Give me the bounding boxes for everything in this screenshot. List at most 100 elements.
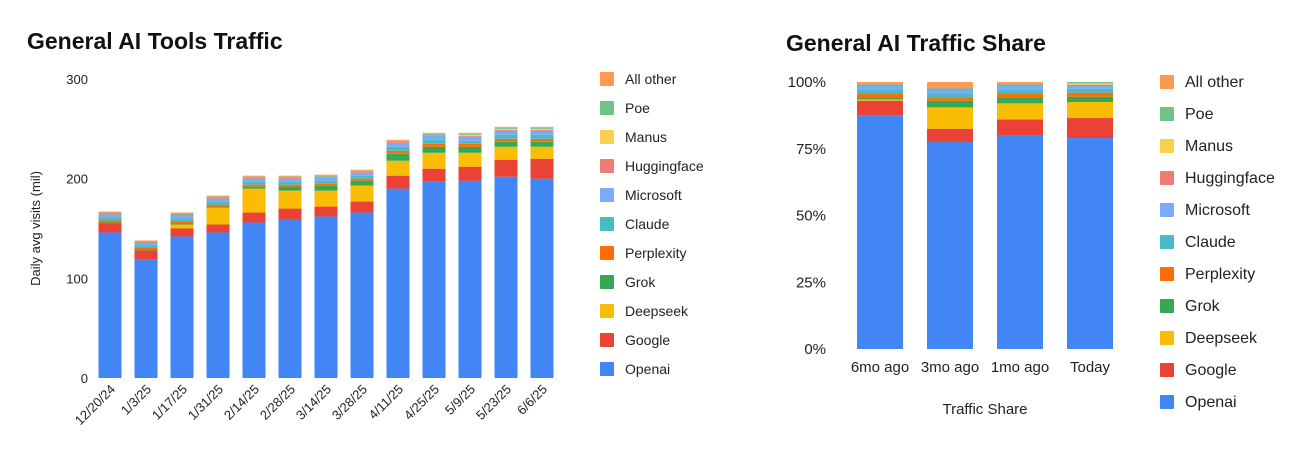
bar-segment-manus (1067, 83, 1113, 85)
bar-segment-microsoft (242, 178, 266, 182)
bar-segment-all-other (242, 175, 266, 177)
bar-segment-all-other (530, 126, 554, 128)
bar-segment-google (170, 228, 194, 237)
bar-segment-microsoft (206, 198, 230, 202)
bar-segment-google (927, 128, 973, 143)
bar-segment-openai (242, 222, 266, 378)
bar-segment-claude (1067, 88, 1113, 93)
bar-segment-poe (170, 213, 194, 215)
bar-segment-deepseek (242, 188, 266, 213)
bar-segment-google (857, 100, 903, 116)
legend-swatch-all-other (1160, 75, 1174, 89)
legend-swatch-deepseek (600, 304, 614, 318)
bar-segment-all-other (206, 195, 230, 197)
y-tick-label: 50% (796, 208, 826, 225)
legend-swatch-huggingface (1160, 171, 1174, 185)
bar-segment-claude (278, 181, 302, 185)
bar-segment-grok (350, 180, 374, 186)
bar-segment-google (278, 208, 302, 220)
bar-segment-microsoft (1067, 86, 1113, 89)
bar-segment-perplexity (170, 221, 194, 224)
bar-segment-microsoft (350, 172, 374, 176)
bar-segment-poe (927, 87, 973, 89)
bar-segment-poe (386, 140, 410, 142)
bar-segment-google (206, 224, 230, 233)
bar-segment-openai (530, 178, 554, 378)
bar-segment-claude (242, 181, 266, 185)
bar-segment-grok (458, 146, 482, 153)
bar-segment-perplexity (278, 184, 302, 187)
bar-segment-google (98, 223, 122, 233)
legend-swatch-claude (1160, 235, 1174, 249)
bar-segment-grok (857, 98, 903, 100)
bar-segment-huggingface (170, 214, 194, 216)
bar-segment-huggingface (422, 134, 446, 136)
bar-segment-perplexity (386, 150, 410, 154)
bar-segment-perplexity (314, 183, 338, 186)
bar-segment-grok (927, 100, 973, 108)
legend-swatch-manus (1160, 139, 1174, 153)
bar-segment-google (314, 206, 338, 217)
bar-segment-deepseek (350, 185, 374, 202)
bar-segment-poe (314, 175, 338, 177)
bar-segment-perplexity (134, 247, 158, 250)
legend-swatch-perplexity (600, 246, 614, 260)
bar-segment-deepseek (422, 152, 446, 169)
bar-segment-claude (386, 146, 410, 151)
bar-segment-openai (422, 181, 446, 378)
legend-label-openai: Openai (625, 361, 670, 377)
legend-swatch-grok (600, 275, 614, 289)
legend-label-deepseek: Deepseek (1185, 330, 1258, 347)
bar-segment-microsoft (314, 177, 338, 181)
bar-segment-all-other (278, 175, 302, 177)
bar-segment-claude (927, 94, 973, 99)
bar-segment-deepseek (386, 160, 410, 176)
bar-segment-manus (494, 128, 518, 130)
bar-segment-grok (314, 185, 338, 191)
chart-title-traffic: General AI Tools Traffic (27, 28, 283, 54)
bar-segment-microsoft (134, 243, 158, 246)
legend-swatch-microsoft (600, 188, 614, 202)
bar-segment-microsoft (422, 135, 446, 140)
bar-segment-grok (206, 206, 230, 208)
legend-label-claude: Claude (625, 216, 670, 232)
bar-segment-grok (422, 146, 446, 153)
bar-segment-google (386, 175, 410, 189)
legend-label-huggingface: Huggingface (1185, 170, 1275, 187)
bar-segment-perplexity (997, 94, 1043, 99)
bar-segment-claude (997, 90, 1043, 95)
bar-segment-openai (927, 142, 973, 349)
bar-segment-openai (494, 176, 518, 378)
bar-segment-claude (458, 140, 482, 144)
bar-segment-claude (98, 217, 122, 221)
legend-label-perplexity: Perplexity (625, 245, 686, 261)
bar-segment-google (494, 159, 518, 177)
bar-segment-all-other (98, 211, 122, 213)
legend-label-microsoft: Microsoft (1185, 202, 1250, 219)
bar-segment-all-other (927, 82, 973, 88)
bar-segment-deepseek (494, 146, 518, 160)
bar-segment-perplexity (98, 220, 122, 223)
bar-segment-perplexity (927, 98, 973, 101)
legend-swatch-poe (1160, 107, 1174, 121)
x-tick-label: 1mo ago (991, 359, 1049, 376)
legend-swatch-claude (600, 217, 614, 231)
legend-swatch-grok (1160, 299, 1174, 313)
bar-segment-grok (278, 186, 302, 191)
bar-segment-huggingface (927, 88, 973, 91)
bar-segment-openai (1067, 138, 1113, 349)
x-tick-label: 6mo ago (851, 359, 909, 376)
legend-swatch-all-other (600, 72, 614, 86)
legend-label-all-other: All other (1185, 74, 1244, 91)
bar-segment-grok (134, 249, 158, 251)
bar-segment-huggingface (98, 213, 122, 215)
bar-segment-all-other (997, 82, 1043, 84)
bar-segment-claude (170, 218, 194, 222)
bar-segment-openai (278, 219, 302, 378)
bar-segment-all-other (314, 174, 338, 176)
bar-segment-microsoft (98, 214, 122, 218)
bar-segment-perplexity (242, 184, 266, 187)
bar-segment-poe (206, 196, 230, 198)
chart-title-share: General AI Traffic Share (786, 30, 1046, 56)
